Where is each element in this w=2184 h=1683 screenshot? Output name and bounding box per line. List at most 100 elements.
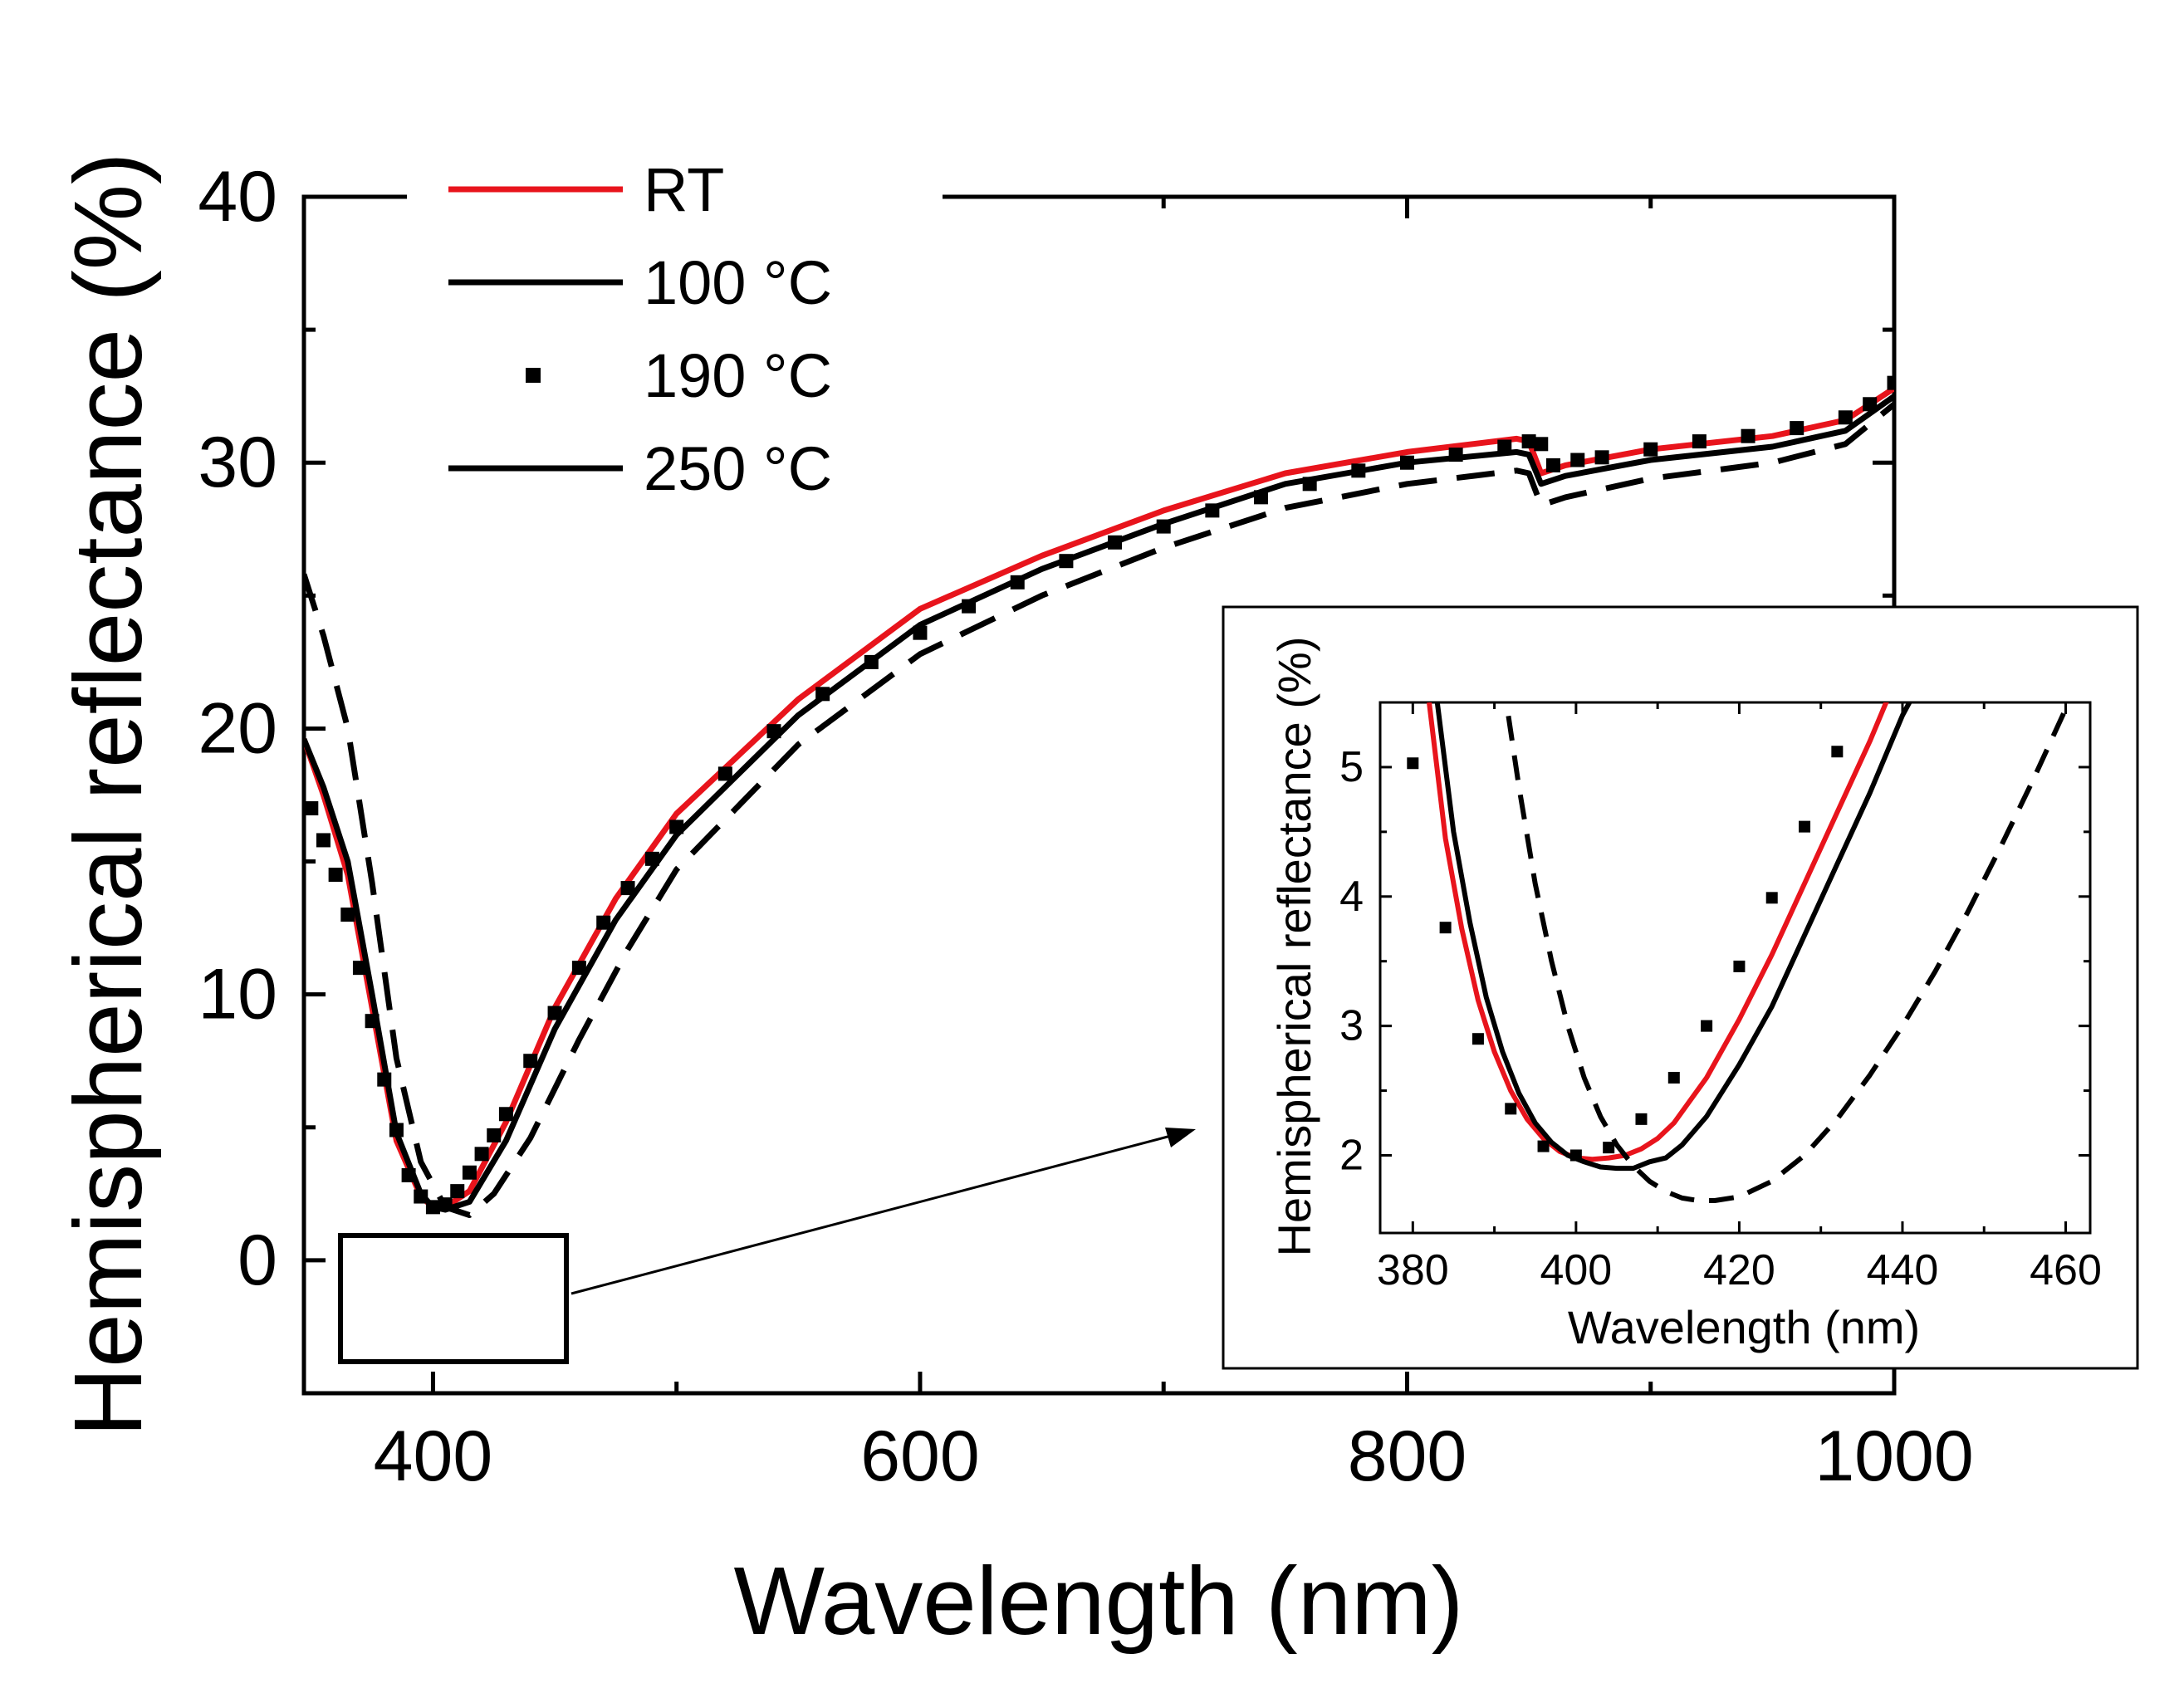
inset-ticks: 380 400 420 440 460 2 3 4 5 bbox=[1339, 702, 2102, 1294]
main-ticks: 400 600 800 1000 0 10 20 30 40 bbox=[198, 157, 1973, 1496]
main-x-axis-title: Wavelength (nm) bbox=[734, 1547, 1464, 1655]
main-series-190-c-point bbox=[352, 961, 367, 976]
inset-series-190-c-point bbox=[1472, 1033, 1484, 1045]
main-series-190-c-point bbox=[1156, 519, 1171, 534]
main-x-tick-label: 400 bbox=[374, 1416, 493, 1496]
inset-series-190-c bbox=[1407, 746, 1844, 1162]
legend-item-100c: 100 °C bbox=[448, 248, 832, 317]
inset-series-190-c-point bbox=[1831, 746, 1844, 758]
inset-y-tick-label: 4 bbox=[1339, 873, 1364, 921]
legend-label-rt: RT bbox=[644, 155, 724, 224]
inset-plot-frame bbox=[1378, 701, 2092, 1235]
main-series-190-c-point bbox=[1010, 575, 1025, 590]
legend-item-rt: RT bbox=[448, 155, 724, 224]
main-series-250-c-line bbox=[304, 402, 1894, 1218]
legend: RT 100 °C 190 °C 250 °C bbox=[407, 155, 943, 523]
inset-series-190-c-point bbox=[1537, 1140, 1550, 1152]
main-series-190-c-point bbox=[389, 1123, 404, 1137]
inset-series-190-c-point bbox=[1505, 1103, 1517, 1115]
main-series-190-c-point bbox=[1448, 448, 1463, 462]
main-series-190-c-point bbox=[1838, 410, 1853, 425]
main-series-190-c-point bbox=[1594, 450, 1609, 465]
main-series-190-c-point bbox=[962, 599, 977, 614]
main-series-190-c-point bbox=[1863, 397, 1878, 412]
main-series-190-c-point bbox=[462, 1165, 477, 1180]
main-series-190-c-point bbox=[340, 908, 355, 922]
main-series-190-c-point bbox=[498, 1107, 513, 1122]
inset-series-190-c-point bbox=[1667, 1071, 1680, 1084]
main-series-190-c bbox=[304, 375, 1894, 1215]
inset-x-tick-label: 380 bbox=[1377, 1246, 1449, 1294]
main-series-190-c-point bbox=[766, 724, 781, 739]
main-series-190-c-point bbox=[304, 801, 319, 816]
main-series-190-c-point bbox=[1205, 503, 1220, 518]
inset-y-axis-title: Hemispherical reflectance (%) bbox=[1268, 637, 1320, 1257]
main-y-tick-label: 40 bbox=[198, 157, 277, 237]
main-series-190-c-point bbox=[1254, 490, 1269, 505]
main-series-190-c-point bbox=[644, 851, 659, 866]
inset-x-tick-label: 400 bbox=[1540, 1246, 1612, 1294]
main-series-190-c-point bbox=[913, 625, 928, 640]
inset-panel-frame bbox=[1222, 605, 2139, 1370]
legend-background bbox=[407, 158, 943, 523]
main-y-tick-label: 20 bbox=[198, 688, 277, 768]
legend-label-250c: 250 °C bbox=[644, 434, 832, 503]
main-series-190-c-point bbox=[1887, 375, 1894, 390]
main-series-190-c-point bbox=[365, 1014, 380, 1029]
inset-y-tick-label: 5 bbox=[1339, 743, 1364, 791]
main-series-190-c-point bbox=[1790, 421, 1804, 436]
main-series-190-c-point bbox=[1059, 554, 1074, 569]
main-series-190-c-point bbox=[1302, 477, 1317, 492]
inset-series-190-c-point bbox=[1765, 892, 1778, 904]
main-series-190-c-point bbox=[401, 1167, 416, 1182]
inset-series-190-c-point bbox=[1635, 1113, 1648, 1125]
inset-series-190-c-point bbox=[1733, 960, 1746, 972]
zoom-region-box bbox=[338, 1233, 569, 1364]
main-plot: 400 600 800 1000 0 10 20 30 40 Wavelength (nm) H… bbox=[54, 152, 1974, 1655]
inset-x-axis-title: Wavelength (nm) bbox=[1568, 1301, 1920, 1353]
main-series-190-c-point bbox=[328, 868, 343, 883]
zoom-arrow bbox=[570, 1128, 1196, 1295]
main-series-190-c-point bbox=[414, 1189, 428, 1204]
main-series-190-c-point bbox=[1534, 437, 1549, 452]
main-series-190-c-point bbox=[523, 1054, 538, 1069]
main-series-190-c-point bbox=[1399, 455, 1414, 470]
inset-x-tick-label: 460 bbox=[2030, 1246, 2102, 1294]
inset-x-tick-label: 440 bbox=[1867, 1246, 1939, 1294]
main-y-tick-label: 10 bbox=[198, 955, 277, 1035]
inset-series-190-c-point bbox=[1407, 757, 1419, 770]
main-series-190-c-point bbox=[1570, 453, 1585, 467]
main-series-190-c-point bbox=[1643, 442, 1658, 457]
inset-series-100-c-line bbox=[1434, 702, 1912, 1172]
inset-series-190-c-point bbox=[1569, 1149, 1582, 1162]
inset-x-tick-label: 420 bbox=[1703, 1246, 1775, 1294]
main-series-190-c-point bbox=[571, 961, 586, 976]
inset-series-rt-line bbox=[1427, 702, 1889, 1162]
main-series-190-c-point bbox=[377, 1072, 392, 1087]
inset-series-190-c-point bbox=[1439, 922, 1452, 934]
inset-series-190-c-point bbox=[1701, 1020, 1713, 1032]
inset-panel: 380 400 420 440 460 2 3 4 5 Wavelength (nm) Hemi… bbox=[1222, 605, 2139, 1370]
main-series-190-c-point bbox=[450, 1184, 465, 1199]
main-series-190-c-point bbox=[1497, 439, 1512, 454]
main-y-tick-label: 30 bbox=[198, 423, 277, 502]
main-series-190-c-point bbox=[1351, 463, 1366, 478]
main-x-tick-label: 800 bbox=[1348, 1416, 1467, 1496]
main-y-axis-title: Hemispherical reflectance (%) bbox=[54, 152, 162, 1436]
main-series-190-c-point bbox=[547, 1005, 562, 1020]
inset-y-tick-label: 3 bbox=[1339, 1002, 1364, 1050]
legend-label-190c: 190 °C bbox=[644, 341, 832, 410]
main-series-190-c-point bbox=[474, 1147, 489, 1162]
main-series-190-c-point bbox=[620, 881, 635, 896]
main-series-190-c-point bbox=[864, 654, 879, 669]
main-x-tick-label: 600 bbox=[860, 1416, 980, 1496]
main-series-190-c-point bbox=[425, 1200, 440, 1215]
inset-series-250-c-line bbox=[1504, 702, 2072, 1203]
main-x-tick-label: 1000 bbox=[1814, 1416, 1973, 1496]
main-series-190-c-point bbox=[1741, 428, 1756, 443]
main-series-190-c-point bbox=[1108, 535, 1123, 550]
main-series-190-c-point bbox=[1545, 457, 1560, 472]
main-series-190-c-point bbox=[1521, 434, 1536, 449]
